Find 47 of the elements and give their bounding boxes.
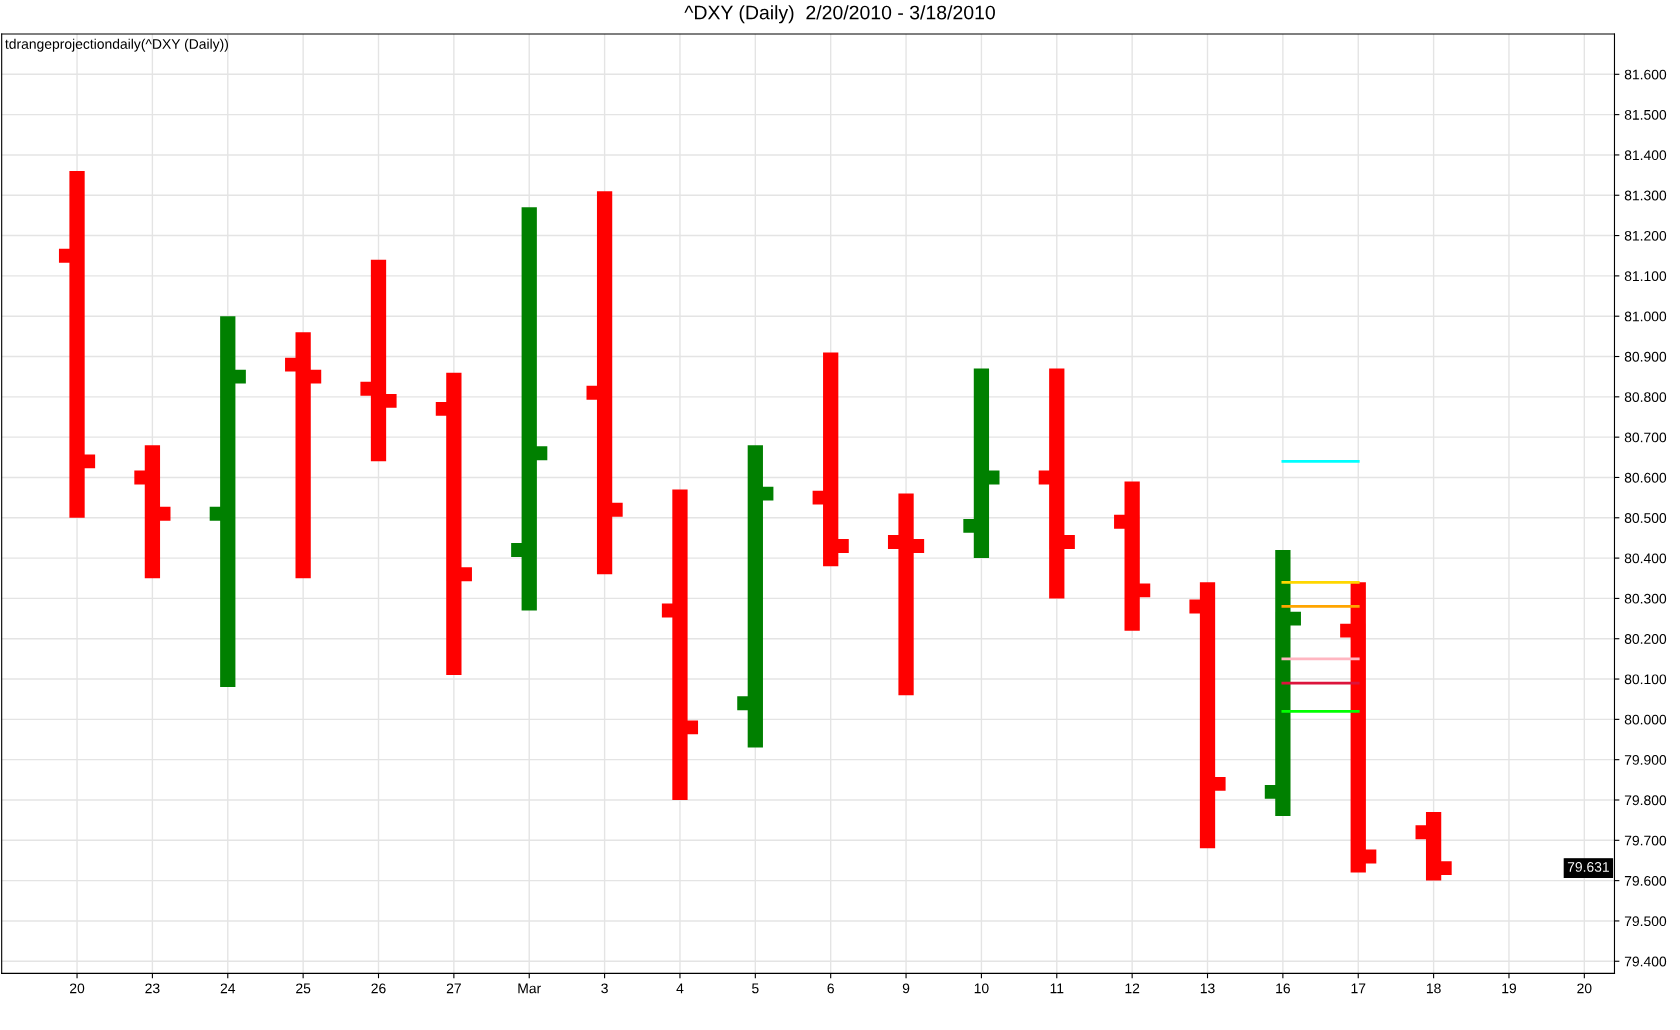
y-tick-label: 80.600 <box>1624 472 1667 483</box>
x-tick-label: 13 <box>1200 983 1215 994</box>
y-tick-label: 79.800 <box>1624 795 1667 806</box>
y-tick-label: 80.800 <box>1624 392 1667 402</box>
x-tick-label: 25 <box>296 983 311 994</box>
y-tick-label: 80.300 <box>1624 593 1667 604</box>
y-tick-label: 81.200 <box>1624 230 1667 241</box>
x-tick-label: 24 <box>220 983 236 994</box>
y-tick-label: 79.500 <box>1624 916 1667 927</box>
chart-subtitle: tdrangeprojectiondaily(^DXY (Daily)) <box>5 38 228 52</box>
y-tick-label: 81.000 <box>1624 311 1667 322</box>
x-tick-label: 27 <box>446 983 461 994</box>
x-tick-label: 3 <box>601 983 608 994</box>
annotation: 79.631 <box>1567 862 1609 872</box>
y-tick-label: 80.900 <box>1624 351 1667 362</box>
y-tick-label: 80.000 <box>1624 714 1667 725</box>
y-tick-label: 79.400 <box>1624 956 1667 967</box>
y-tick-label: 79.600 <box>1624 875 1667 886</box>
y-tick-label: 79.700 <box>1624 835 1667 846</box>
x-tick-label: 12 <box>1125 983 1140 994</box>
x-tick-label: 20 <box>1577 983 1592 994</box>
y-tick-label: 81.300 <box>1624 190 1667 201</box>
y-tick-label: 80.700 <box>1624 432 1667 443</box>
y-tick-label: 80.200 <box>1624 634 1667 644</box>
x-tick-label: 10 <box>974 983 989 994</box>
x-tick-label: 17 <box>1351 983 1366 994</box>
y-tick-label: 79.900 <box>1624 755 1667 765</box>
chart-title: ^DXY (Daily) 2/20/2010 - 3/18/2010 <box>684 5 995 24</box>
x-tick-label: 6 <box>827 983 834 994</box>
y-tick-label: 80.500 <box>1624 513 1667 523</box>
y-tick-label: 81.500 <box>1624 109 1667 120</box>
x-tick-label: 11 <box>1050 983 1064 994</box>
y-tick-label: 80.400 <box>1624 553 1667 564</box>
x-tick-label: 18 <box>1426 983 1441 994</box>
x-tick-label: 23 <box>145 983 160 994</box>
x-tick-label: Mar <box>518 983 541 994</box>
x-tick-label: 19 <box>1502 983 1517 994</box>
x-tick-label: 16 <box>1276 983 1290 994</box>
x-tick-label: 9 <box>902 983 910 994</box>
x-tick-label: 4 <box>676 983 684 994</box>
x-tick-label: 20 <box>70 983 85 994</box>
y-tick-label: 81.100 <box>1624 271 1667 282</box>
x-tick-label: 5 <box>752 983 759 994</box>
y-tick-label: 81.400 <box>1624 150 1667 161</box>
y-tick-label: 80.100 <box>1624 674 1667 685</box>
x-tick-label: 26 <box>371 983 386 994</box>
y-tick-label: 81.600 <box>1624 69 1667 80</box>
